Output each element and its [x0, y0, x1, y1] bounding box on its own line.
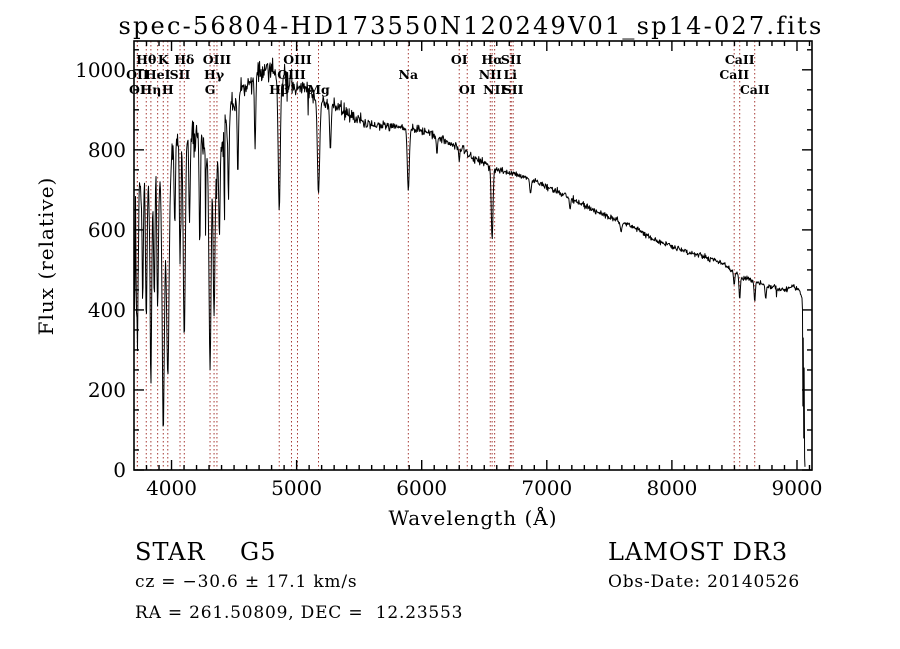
y-tick-label: 200 [88, 378, 126, 402]
x-axis-label: Wavelength (Å) [388, 506, 558, 530]
spectral-line-markers [136, 41, 756, 470]
obs-date-text: Obs-Date: 20140526 [608, 572, 801, 592]
y-tick-label: 400 [88, 298, 126, 322]
spectral-line-label: Hθ [136, 52, 156, 67]
spectral-line-label: CaII [740, 82, 770, 97]
y-tick-label: 600 [88, 218, 126, 242]
y-axis-label: Flux (relative) [34, 176, 58, 336]
plot-title: spec-56804-HD173550N120249V01_sp14-027.f… [118, 12, 824, 40]
spectral-line-label: Hγ [204, 67, 225, 82]
spectral-line-label: OII [126, 67, 149, 82]
spectral-line-label: Li [504, 67, 518, 82]
spectral-line-label: H [162, 82, 174, 97]
spectral-line-label: HeI [145, 67, 171, 82]
spectral-line-label: Hη [140, 82, 161, 97]
spectral-line-label: Na [399, 67, 419, 82]
spectral-line-label: SII [170, 67, 191, 82]
spectral-line-label: G [205, 82, 216, 97]
spectral-line-label: OI [459, 82, 476, 97]
spectral-line-label: Hα [481, 52, 503, 67]
spectral-line-label: OI [451, 52, 468, 67]
spectral-line-label: SII [503, 82, 524, 97]
plot-frame [133, 40, 813, 471]
survey-text: LAMOST DR3 [608, 538, 789, 566]
x-tick-label: 6000 [396, 476, 447, 500]
x-axis-ticks: 4000 5000 6000 7000 8000 9000 [145, 41, 823, 500]
spectral-line-label: CaII [719, 67, 749, 82]
spectral-line-label: NII [479, 67, 502, 82]
spectral-line-label: Hδ [174, 52, 194, 67]
spectral-line-label: Hβ [269, 82, 289, 97]
spectral-line-label: K [158, 52, 170, 67]
y-axis-ticks: 0 200 400 600 800 1000 [75, 49, 812, 482]
spectral-line-label: CaII [725, 52, 755, 67]
cz-text: cz = −30.6 ± 17.1 km/s [135, 572, 358, 592]
spectral-line-label: OIII [203, 52, 232, 67]
spectral-line-label: OIII [283, 52, 312, 67]
x-tick-label: 5000 [271, 476, 322, 500]
y-tick-label: 800 [88, 138, 126, 162]
spectrum-line [133, 57, 806, 467]
x-tick-label: 4000 [146, 476, 197, 500]
y-tick-label: 0 [113, 458, 126, 482]
spectral-line-label: SII [501, 52, 522, 67]
x-tick-label: 9000 [772, 476, 823, 500]
radec-text: RA = 261.50809, DEC = 12.23553 [135, 603, 464, 623]
spectral-line-label: NII [483, 82, 506, 97]
y-tick-label: 1000 [75, 58, 126, 82]
spectral-line-label: Mg [307, 82, 330, 97]
x-tick-label: 7000 [521, 476, 572, 500]
x-tick-label: 8000 [646, 476, 697, 500]
star-class-text: STAR G5 [135, 538, 277, 566]
